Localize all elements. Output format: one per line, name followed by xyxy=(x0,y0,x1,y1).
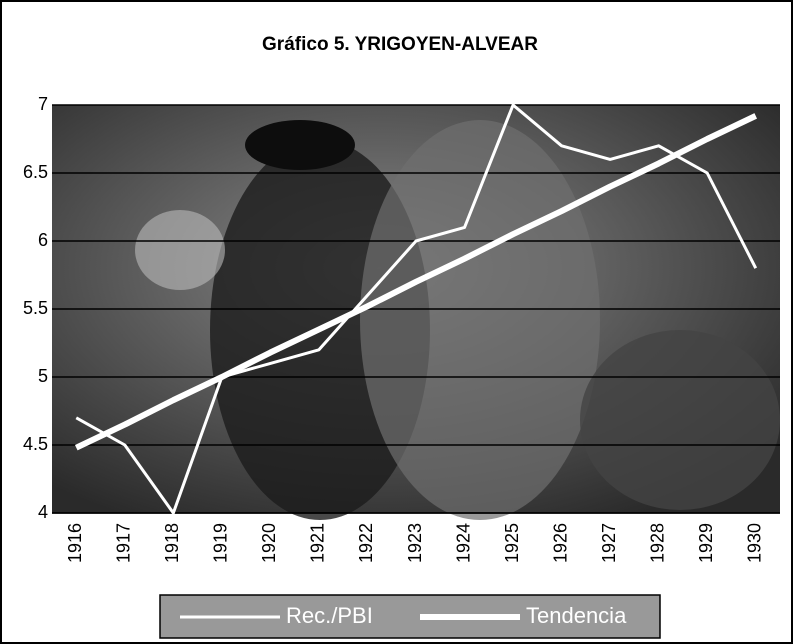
y-tick-label: 4 xyxy=(38,502,48,522)
x-tick-label: 1916 xyxy=(65,523,85,563)
x-tick-label: 1918 xyxy=(162,523,182,563)
y-tick-label: 4.5 xyxy=(23,434,48,454)
x-tick-label: 1917 xyxy=(114,523,134,563)
chart-title: Gráfico 5. YRIGOYEN-ALVEAR xyxy=(262,34,538,55)
x-tick-label: 1923 xyxy=(405,523,425,563)
y-tick-label: 5.5 xyxy=(23,298,48,318)
x-tick-label: 1921 xyxy=(308,523,328,563)
background-photo xyxy=(52,105,780,520)
y-tick-label: 7 xyxy=(38,94,48,114)
x-tick-label: 1920 xyxy=(259,523,279,563)
line-series xyxy=(75,103,758,515)
y-tick-label: 5 xyxy=(38,366,48,386)
legend-label: Rec./PBI xyxy=(286,603,373,628)
x-tick-label: 1924 xyxy=(453,523,473,563)
legend-label: Tendencia xyxy=(526,603,627,628)
y-tick-label: 6 xyxy=(38,230,48,250)
x-tick-label: 1927 xyxy=(599,523,619,563)
x-tick-label: 1928 xyxy=(647,523,667,563)
x-tick-label: 1925 xyxy=(502,523,522,563)
y-tick-label: 6.5 xyxy=(23,162,48,182)
x-tick-label: 1929 xyxy=(696,523,716,563)
x-tick-label: 1926 xyxy=(550,523,570,563)
x-tick-label: 1919 xyxy=(211,523,231,563)
x-tick-label: 1922 xyxy=(356,523,376,563)
line-series xyxy=(74,113,758,451)
x-tick-label: 1930 xyxy=(744,523,764,563)
